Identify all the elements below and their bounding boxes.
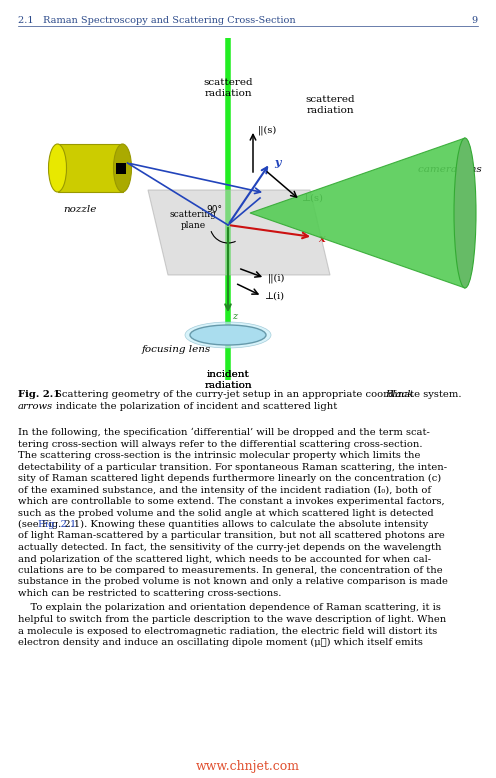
- Text: a molecule is exposed to electromagnetic radiation, the electric field will dist: a molecule is exposed to electromagnetic…: [18, 626, 437, 636]
- Polygon shape: [250, 138, 465, 288]
- Text: Scattering geometry of the curry-jet setup in an appropriate coordinate system.: Scattering geometry of the curry-jet set…: [55, 390, 465, 399]
- Text: incident
radiation: incident radiation: [204, 370, 252, 390]
- Text: actually detected. In fact, the sensitivity of the curry-jet depends on the wave: actually detected. In fact, the sensitiv…: [18, 543, 441, 552]
- Text: 2.1   Raman Spectroscopy and Scattering Cross-Section: 2.1 Raman Spectroscopy and Scattering Cr…: [18, 16, 296, 25]
- Ellipse shape: [114, 144, 131, 192]
- Text: sity of Raman scattered light depends furthermore linearly on the concentration : sity of Raman scattered light depends fu…: [18, 474, 441, 483]
- Text: 9: 9: [472, 16, 478, 25]
- Text: ⊥(i): ⊥(i): [265, 292, 285, 300]
- Text: culations are to be compared to measurements. In general, the concentration of t: culations are to be compared to measurem…: [18, 566, 442, 575]
- Text: scattered
radiation: scattered radiation: [305, 95, 355, 115]
- Ellipse shape: [454, 138, 476, 288]
- Text: Black: Black: [385, 390, 413, 399]
- Text: nozzle: nozzle: [63, 205, 97, 214]
- Text: ||(s): ||(s): [258, 125, 277, 135]
- Text: z: z: [232, 312, 237, 321]
- Text: x: x: [318, 233, 324, 244]
- Polygon shape: [148, 190, 330, 275]
- Text: incident
radiation: incident radiation: [204, 370, 252, 390]
- Text: substance in the probed volume is not known and only a relative comparison is ma: substance in the probed volume is not kn…: [18, 577, 448, 587]
- Bar: [116, 163, 125, 174]
- Text: ||(i): ||(i): [268, 273, 285, 283]
- Text: tering cross-section will always refer to the differential scattering cross-sect: tering cross-section will always refer t…: [18, 440, 423, 448]
- Text: 90°: 90°: [206, 205, 222, 213]
- Text: To explain the polarization and orientation dependence of Raman scattering, it i: To explain the polarization and orientat…: [18, 604, 441, 612]
- Text: camera lens: camera lens: [418, 165, 482, 174]
- Text: scattering
plane: scattering plane: [170, 210, 216, 230]
- Ellipse shape: [185, 322, 271, 348]
- Ellipse shape: [49, 144, 66, 192]
- Text: www.chnjet.com: www.chnjet.com: [196, 760, 300, 773]
- Text: electron density and induce an oscillating dipole moment (μ⃗) which itself emits: electron density and induce an oscillati…: [18, 638, 423, 647]
- Text: focusing lens: focusing lens: [141, 345, 211, 354]
- Text: of light Raman-scattered by a particular transition, but not all scattered photo: of light Raman-scattered by a particular…: [18, 531, 445, 541]
- Text: detectability of a particular transition. For spontaneous Raman scattering, the : detectability of a particular transition…: [18, 462, 447, 471]
- Text: indicate the polarization of incident and scattered light: indicate the polarization of incident an…: [56, 402, 337, 411]
- Text: Fig. 2.1: Fig. 2.1: [38, 520, 76, 529]
- Text: ⊥(s): ⊥(s): [302, 194, 324, 202]
- Text: which can be restricted to scattering cross-sections.: which can be restricted to scattering cr…: [18, 589, 281, 598]
- Text: scattered
radiation: scattered radiation: [203, 78, 253, 98]
- Text: In the following, the specification ‘differential’ will be dropped and the term : In the following, the specification ‘dif…: [18, 428, 430, 437]
- Text: of the examined substance, and the intensity of the incident radiation (I₀), bot: of the examined substance, and the inten…: [18, 485, 431, 495]
- Text: Fig. 2.1: Fig. 2.1: [18, 390, 60, 399]
- Text: such as the probed volume and the solid angle at which scattered light is detect: such as the probed volume and the solid …: [18, 509, 434, 517]
- Text: which are controllable to some extend. The constant a invokes experimental facto: which are controllable to some extend. T…: [18, 497, 444, 506]
- Text: and polarization of the scattered light, which needs to be accounted for when ca: and polarization of the scattered light,…: [18, 555, 431, 563]
- Text: y: y: [274, 157, 281, 168]
- Ellipse shape: [190, 325, 266, 345]
- Text: helpful to switch from the particle description to the wave description of light: helpful to switch from the particle desc…: [18, 615, 446, 624]
- Text: (see Fig. 2.1). Knowing these quantities allows to calculate the absolute intens: (see Fig. 2.1). Knowing these quantities…: [18, 520, 428, 529]
- Text: The scattering cross-section is the intrinsic molecular property which limits th: The scattering cross-section is the intr…: [18, 451, 421, 460]
- Bar: [58, 144, 123, 192]
- Text: arrows: arrows: [18, 402, 53, 411]
